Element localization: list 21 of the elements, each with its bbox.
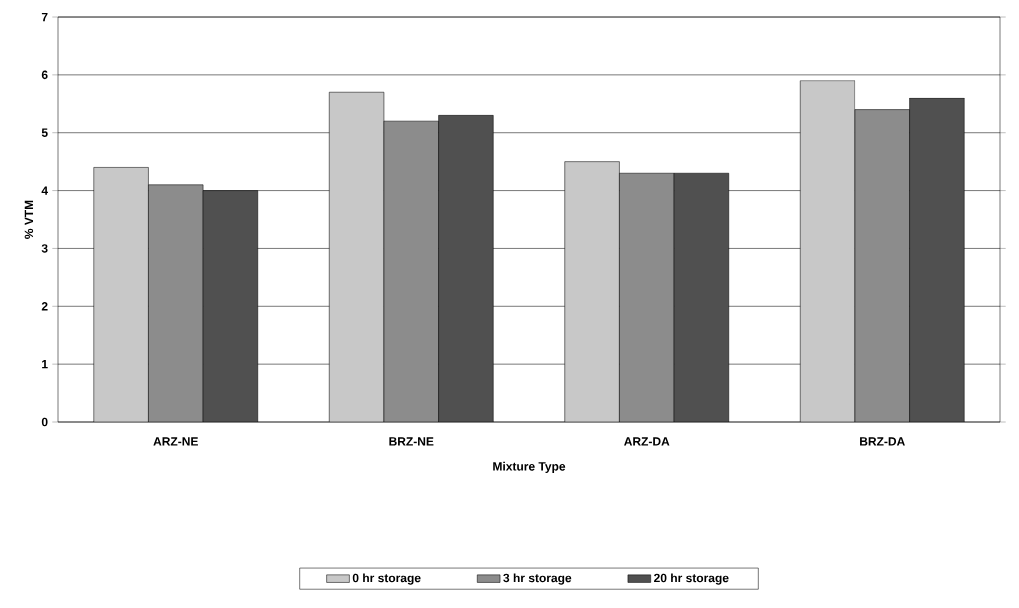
y-tick-label: 0: [41, 417, 48, 427]
x-axis-title: Mixture Type: [493, 461, 566, 473]
y-tick-label: 3: [41, 244, 48, 253]
bar: [799, 80, 856, 422]
legend-label: 0 hr storage: [352, 573, 421, 585]
y-tick-label: 4: [41, 186, 48, 195]
bar: [93, 167, 149, 422]
y-tick-label: 6: [41, 70, 48, 80]
x-tick-label: ARZ-DA: [624, 437, 670, 446]
y-tick-label: 2: [41, 302, 48, 311]
y-tick-label: 1: [42, 360, 48, 369]
legend-label: 3 hr storage: [503, 573, 572, 585]
x-tick-label: BRZ-NE: [389, 437, 434, 446]
x-tick-label: ARZ-NE: [153, 437, 198, 446]
y-tick-label: 7: [41, 12, 48, 22]
y-axis-title: % VTM: [24, 200, 34, 239]
bar: [564, 161, 620, 422]
bar: [328, 91, 385, 422]
x-tick-label: BRZ-DA: [860, 437, 905, 446]
legend-label: 20 hr storage: [654, 573, 729, 585]
y-tick-label: 5: [41, 128, 48, 137]
